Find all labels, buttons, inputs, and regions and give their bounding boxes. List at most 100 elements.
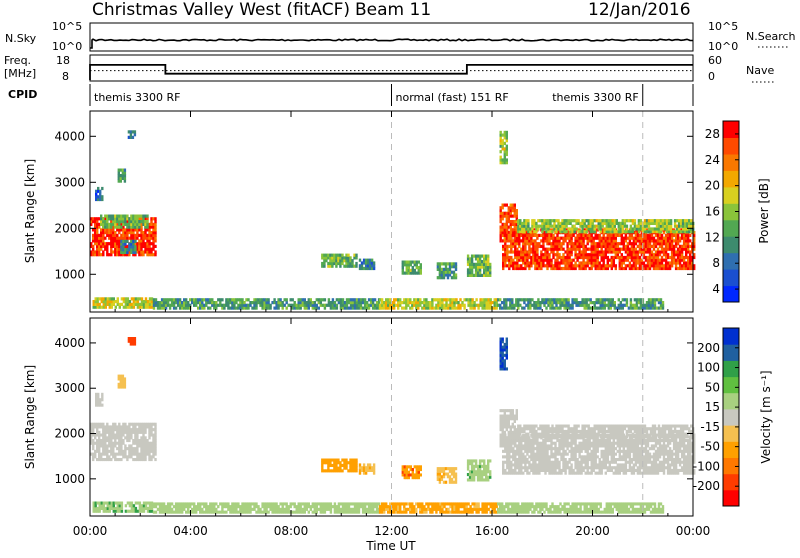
range-cell	[670, 225, 672, 228]
range-cell	[138, 234, 140, 237]
range-cell	[682, 225, 684, 228]
range-cell	[99, 507, 101, 510]
range-cell	[145, 504, 147, 507]
range-cell	[118, 237, 120, 240]
range-cell	[371, 259, 373, 262]
range-cell	[529, 508, 531, 511]
range-cell	[159, 511, 161, 514]
range-cell	[121, 510, 123, 513]
range-cell	[623, 256, 625, 259]
range-cell	[527, 511, 529, 514]
range-cell	[563, 505, 565, 508]
range-cell	[441, 268, 443, 271]
range-cell	[536, 250, 538, 253]
range-cell	[130, 455, 132, 458]
range-cell	[421, 307, 423, 310]
range-cell	[134, 130, 136, 133]
range-cell	[99, 297, 101, 300]
range-cell	[103, 504, 105, 507]
range-cell	[92, 444, 94, 447]
range-cell	[445, 481, 447, 484]
range-cell	[579, 505, 581, 508]
range-cell	[154, 442, 156, 445]
range-cell	[519, 304, 521, 307]
range-cell	[286, 298, 288, 301]
range-cell	[421, 301, 423, 304]
range-cell	[502, 139, 504, 142]
range-cell	[489, 268, 491, 271]
range-cell	[522, 261, 524, 264]
range-cell	[118, 242, 120, 245]
range-cell	[355, 254, 357, 257]
range-cell	[477, 511, 479, 514]
range-cell	[542, 256, 544, 259]
range-cell	[541, 301, 543, 304]
range-cell	[154, 431, 156, 434]
range-cell	[279, 511, 281, 514]
range-cell	[625, 234, 627, 237]
range-cell	[550, 261, 552, 264]
range-cell	[373, 463, 375, 466]
range-cell	[600, 505, 602, 508]
range-cell	[597, 248, 599, 251]
range-cell	[104, 442, 106, 445]
freq-tick-high: 18	[56, 54, 70, 67]
range-cell	[501, 511, 503, 514]
range-cell	[582, 256, 584, 259]
range-cell	[339, 464, 341, 467]
range-cell	[599, 234, 601, 237]
range-cell	[449, 475, 451, 478]
range-cell	[381, 508, 383, 511]
range-cell	[575, 505, 577, 508]
range-cell	[481, 511, 483, 514]
range-cell	[475, 298, 477, 301]
range-cell	[594, 227, 596, 230]
range-cell	[435, 511, 437, 514]
range-cell	[501, 508, 503, 511]
range-cell	[100, 253, 102, 256]
range-cell	[118, 442, 120, 445]
range-cell	[603, 234, 605, 237]
range-cell	[623, 248, 625, 251]
range-cell	[502, 223, 504, 226]
range-cell	[128, 439, 130, 442]
range-cell	[514, 204, 516, 207]
range-cell	[612, 511, 614, 514]
range-cell	[361, 469, 363, 472]
range-cell	[126, 234, 128, 237]
range-cell	[332, 298, 334, 301]
range-cell	[124, 171, 126, 174]
range-cell	[139, 297, 141, 300]
range-cell	[138, 428, 140, 431]
range-cell	[360, 298, 362, 301]
range-cell	[235, 508, 237, 511]
range-cell	[552, 234, 554, 237]
range-cell	[100, 425, 102, 428]
range-cell	[489, 263, 491, 266]
range-cell	[516, 209, 518, 212]
range-cell	[542, 234, 544, 237]
range-cell	[144, 431, 146, 434]
range-cell	[481, 307, 483, 310]
range-cell	[135, 507, 137, 510]
range-cell	[199, 508, 201, 511]
range-cell	[614, 301, 616, 304]
range-cell	[457, 508, 459, 511]
range-cell	[501, 505, 503, 508]
colorbar-segment	[723, 170, 739, 187]
range-cell	[570, 261, 572, 264]
range-tick-label: 2000	[54, 221, 85, 235]
nave-tick-low: 0	[708, 70, 715, 83]
range-cell	[310, 298, 312, 301]
range-cell	[613, 261, 615, 264]
range-cell	[667, 253, 669, 256]
range-cell	[277, 505, 279, 508]
range-cell	[154, 447, 156, 450]
range-cell	[199, 505, 201, 508]
range-cell	[203, 307, 205, 310]
range-cell	[421, 502, 423, 505]
range-cell	[383, 511, 385, 514]
range-cell	[96, 220, 98, 223]
range-cell	[441, 298, 443, 301]
